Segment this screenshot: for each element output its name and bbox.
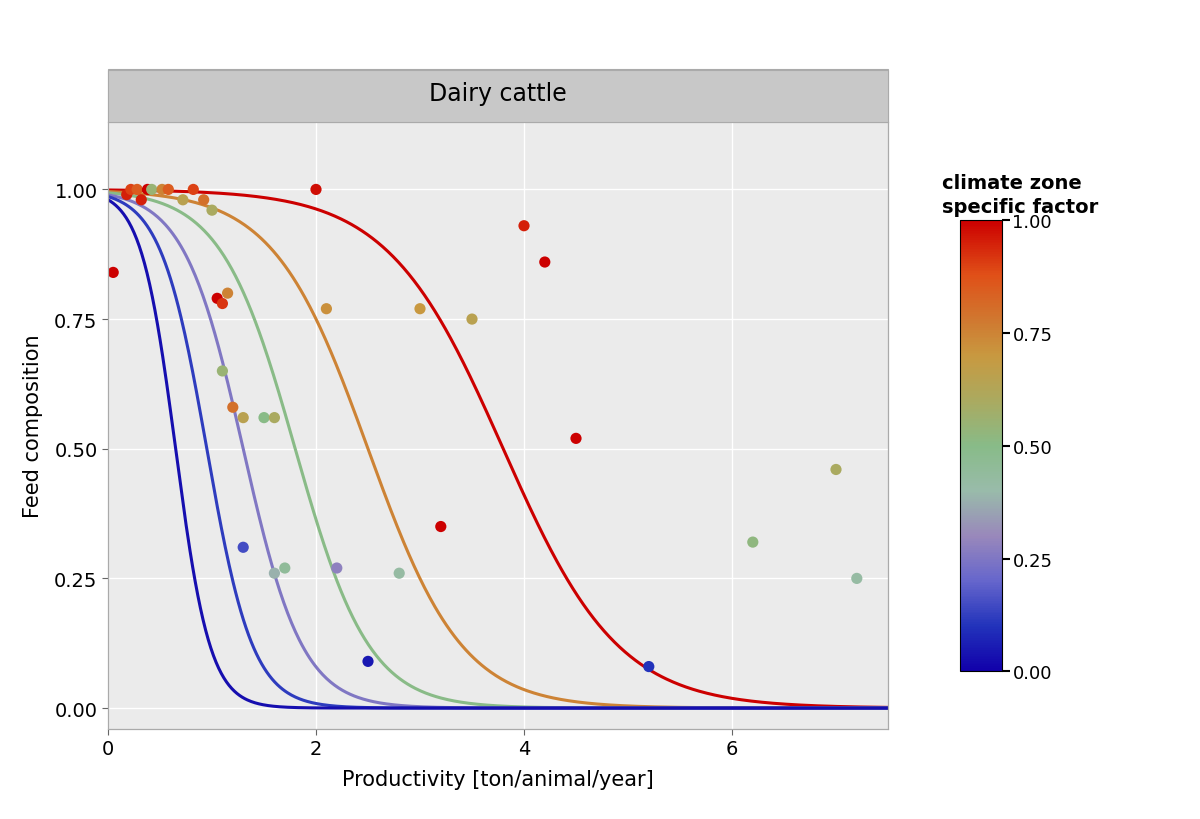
Point [847, 572, 866, 586]
Point [132, 194, 151, 207]
Point [328, 562, 347, 575]
Point [127, 183, 146, 197]
Point [535, 256, 554, 269]
Point [515, 219, 534, 233]
Point [212, 297, 232, 310]
Point [306, 183, 325, 197]
Point [462, 313, 481, 326]
Y-axis label: Feed composition: Feed composition [23, 334, 43, 518]
Point [218, 287, 238, 301]
Point [566, 432, 586, 446]
Point [121, 183, 140, 197]
Point [234, 412, 253, 425]
Point [118, 189, 137, 202]
Point [138, 183, 157, 197]
Point [275, 562, 294, 575]
Text: climate zone: climate zone [942, 174, 1081, 192]
Point [390, 567, 409, 580]
Point [223, 401, 242, 414]
Point [431, 520, 450, 533]
Point [158, 183, 178, 197]
Text: specific factor: specific factor [942, 198, 1098, 217]
Point [640, 660, 659, 673]
Point [827, 464, 846, 477]
Point [194, 194, 214, 207]
Point [152, 183, 172, 197]
Text: Dairy cattle: Dairy cattle [430, 82, 566, 106]
Point [410, 303, 430, 316]
X-axis label: Productivity [ton/animal/year]: Productivity [ton/animal/year] [342, 769, 654, 790]
Point [103, 266, 122, 279]
Point [142, 183, 161, 197]
Point [265, 412, 284, 425]
Point [234, 541, 253, 554]
Point [173, 194, 192, 207]
Point [208, 292, 227, 305]
Point [317, 303, 336, 316]
Point [359, 655, 378, 668]
Point [203, 205, 222, 218]
Point [254, 412, 274, 425]
Point [184, 183, 203, 197]
Point [265, 567, 284, 580]
Point [743, 536, 762, 549]
Point [212, 365, 232, 378]
